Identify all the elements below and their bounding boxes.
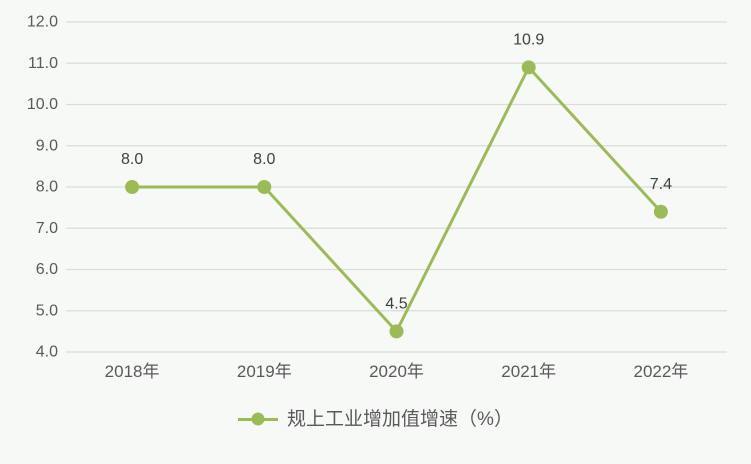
y-axis-tick-label: 11.0: [28, 55, 58, 72]
series-line: [132, 65, 663, 333]
data-point-marker: [521, 60, 536, 75]
legend-line-marker-icon: [238, 412, 279, 426]
legend: 规上工业增加值增速（%）: [0, 404, 751, 434]
y-axis-tick-label: 5.0: [36, 302, 58, 319]
data-point-value-label: 4.5: [385, 295, 407, 312]
data-point-value-label: 8.0: [121, 151, 143, 168]
data-point-marker: [389, 324, 404, 339]
x-axis-label: 2018年: [105, 362, 160, 381]
legend-dot-icon: [251, 412, 265, 426]
y-axis-tick-label: 12.0: [27, 14, 58, 31]
x-axis-label: 2019年: [237, 362, 292, 381]
data-point-value-label: 7.4: [650, 176, 672, 193]
line-chart-plot-area: 12.0 11.0 10.0 9.0 8.0 7.0 6.0 5.0 4.0 2018年 2019年…: [27, 14, 727, 381]
x-axis-label: 2020年: [369, 362, 424, 381]
data-point-marker: [653, 204, 668, 219]
y-axis-tick-label: 7.0: [36, 220, 58, 237]
data-point-value-label: 8.0: [253, 151, 275, 168]
data-point-marker: [257, 180, 272, 194]
y-axis-tick-label: 4.0: [36, 344, 58, 361]
y-axis-tick-label: 10.0: [27, 96, 58, 113]
legend-label: 规上工业增加值增速（%）: [287, 408, 513, 430]
data-point-marker: [125, 180, 140, 194]
y-axis-tick-label: 6.0: [36, 261, 58, 278]
y-axis-tick-label: 9.0: [36, 137, 58, 154]
y-axis-tick-label: 8.0: [36, 179, 58, 196]
x-axis-label: 2022年: [633, 362, 688, 381]
x-axis-label: 2021年: [501, 362, 556, 381]
data-point-value-label: 10.9: [513, 31, 544, 48]
